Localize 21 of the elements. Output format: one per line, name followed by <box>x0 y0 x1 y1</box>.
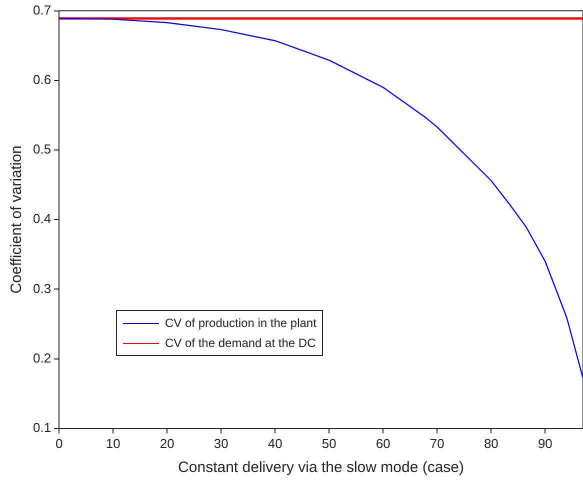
x-tick-label: 0 <box>55 436 63 451</box>
legend-label: CV of the demand at the DC <box>165 336 316 350</box>
x-tick-label: 40 <box>268 436 282 451</box>
x-tick-label: 30 <box>214 436 228 451</box>
x-tick-label: 50 <box>322 436 336 451</box>
x-axis-title: Constant delivery via the slow mode (case) <box>178 459 464 476</box>
y-tick-label: 0.5 <box>32 142 52 157</box>
x-tick-label: 90 <box>538 436 552 451</box>
x-tick-label: 70 <box>430 436 444 451</box>
x-tick-label: 20 <box>160 436 174 451</box>
y-axis-title: Coefficient of variation <box>8 146 26 294</box>
y-tick-label: 0.3 <box>32 280 52 296</box>
y-tick-label: 0.4 <box>32 211 52 226</box>
y-tick-label: 0.2 <box>32 350 52 366</box>
x-tick-label: 60 <box>376 436 390 451</box>
x-tick-label: 80 <box>484 436 498 451</box>
legend-label: CV of production in the plant <box>165 316 316 330</box>
y-tick-label: 0.6 <box>32 72 52 87</box>
x-tick-label: 10 <box>106 436 120 451</box>
y-tick-label: 0.1 <box>32 420 52 435</box>
y-tick-label: 0.7 <box>32 2 52 18</box>
